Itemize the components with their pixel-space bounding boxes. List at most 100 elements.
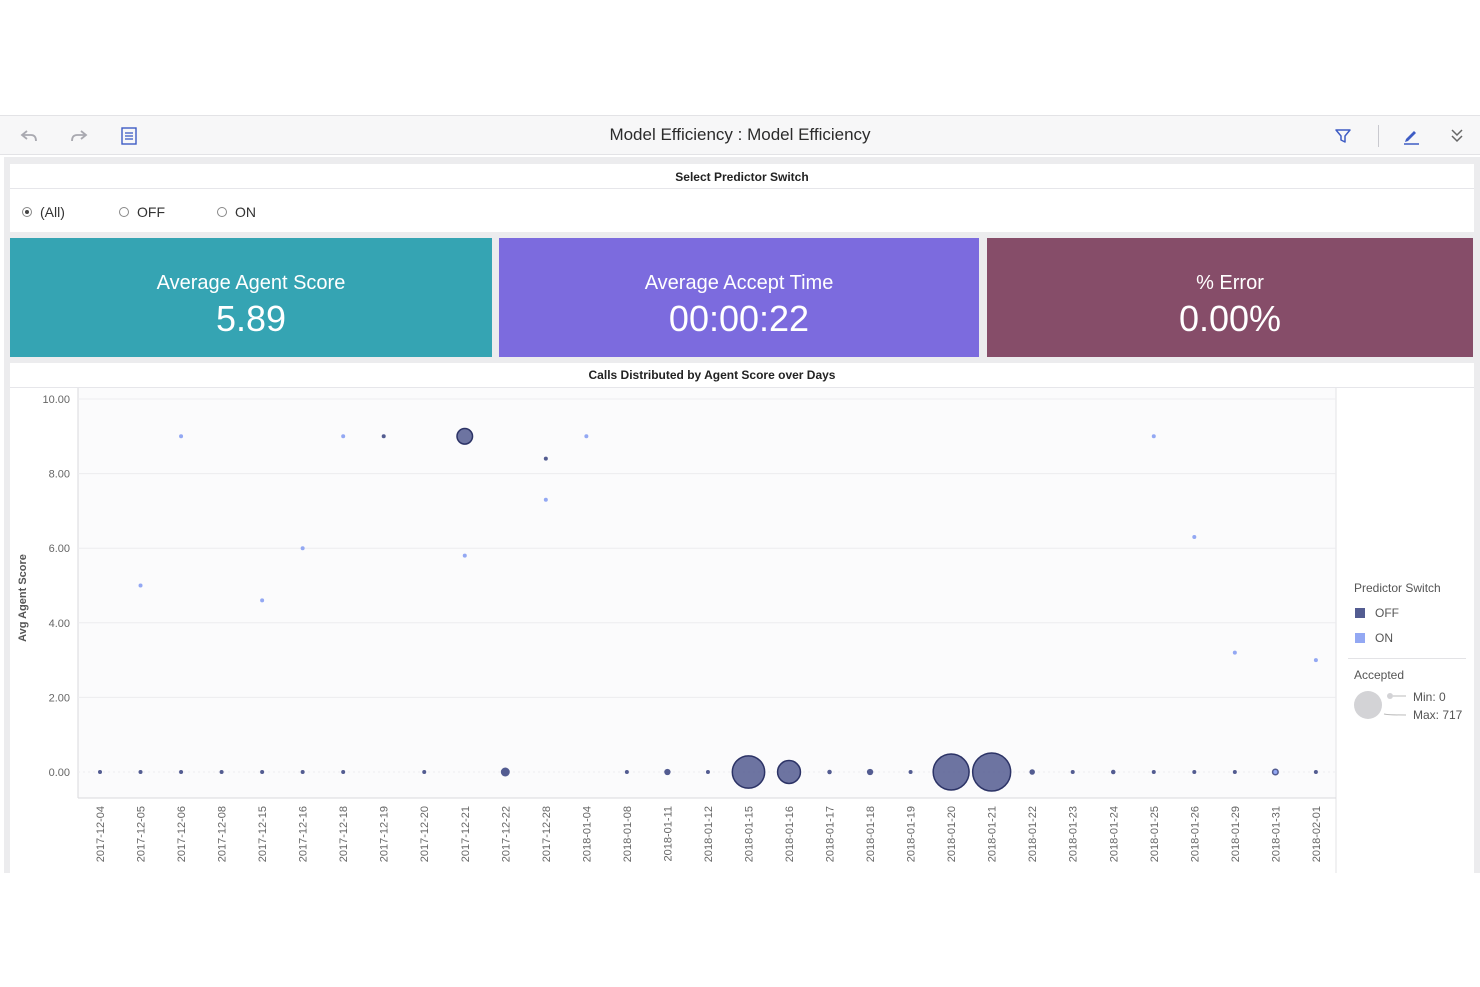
x-tick-label: 2018-01-17: [825, 806, 837, 862]
y-tick-label: 4.00: [49, 618, 70, 630]
data-point-on: [1151, 434, 1156, 439]
legend-swatch: [1355, 608, 1365, 618]
x-tick-label: 2018-01-04: [581, 806, 593, 862]
data-point-off: [705, 770, 710, 774]
x-tick-label: 2018-01-16: [784, 806, 796, 862]
x-tick-label: 2018-01-23: [1068, 806, 1080, 862]
x-tick-label: 2018-01-25: [1149, 806, 1161, 862]
toolbar: Model Efficiency : Model Efficiency: [0, 115, 1480, 155]
x-tick-label: 2017-12-04: [95, 806, 107, 862]
x-tick-label: 2017-12-06: [176, 806, 188, 862]
data-point-off: [624, 770, 629, 774]
y-tick-label: 2.00: [49, 692, 70, 704]
edit-icon[interactable]: [1401, 126, 1421, 146]
data-point-off: [1151, 770, 1156, 774]
data-point-on: [138, 583, 143, 588]
x-tick-label: 2017-12-16: [298, 806, 310, 862]
x-tick-label: 2017-12-22: [500, 806, 512, 862]
radio-selected-icon: [22, 207, 32, 217]
data-point-off: [731, 755, 766, 789]
data-point-on: [260, 598, 265, 603]
data-point-off: [1192, 770, 1197, 774]
data-point-off: [971, 752, 1012, 792]
y-tick-label: 8.00: [49, 469, 70, 481]
x-tick-label: 2018-01-24: [1108, 806, 1120, 862]
x-tick-label: 2017-12-19: [379, 806, 391, 862]
data-point-off: [219, 770, 224, 774]
data-point-off: [138, 770, 143, 774]
x-tick-label: 2017-12-28: [541, 806, 553, 862]
kpi-label: Average Accept Time: [644, 272, 834, 294]
filter-icon[interactable]: [1333, 126, 1353, 146]
legend-color-title: Predictor Switch: [1354, 581, 1441, 595]
contents-icon[interactable]: [119, 126, 139, 146]
data-point-off: [300, 770, 305, 774]
data-point-on: [584, 434, 589, 439]
kpi-value: 00:00:22: [668, 298, 810, 339]
chart-title: Calls Distributed by Agent Score over Da…: [588, 368, 836, 382]
radio-all[interactable]: (All): [22, 204, 65, 220]
data-point-off: [1070, 770, 1075, 774]
x-tick-label: 2017-12-15: [257, 806, 269, 862]
size-legend-icon: [1354, 691, 1407, 719]
x-tick-label: 2018-01-26: [1189, 806, 1201, 862]
redo-icon[interactable]: [69, 126, 89, 146]
size-legend-min: Min: 0: [1413, 690, 1446, 704]
x-tick-label: 2017-12-18: [338, 806, 350, 862]
y-tick-label: 6.00: [49, 543, 70, 555]
data-point-off: [866, 768, 874, 776]
legend-item-off[interactable]: OFF: [1355, 606, 1399, 620]
x-tick-label: 2018-01-22: [1027, 806, 1039, 862]
radio-label: (All): [40, 204, 65, 220]
data-point-off: [543, 456, 548, 461]
legend-item-on[interactable]: ON: [1355, 631, 1393, 645]
data-point-off: [422, 770, 427, 774]
data-point-off: [1029, 769, 1035, 775]
data-point-on: [1273, 770, 1278, 774]
x-tick-label: 2017-12-20: [419, 806, 431, 862]
radio-on[interactable]: ON: [217, 204, 256, 220]
data-point-off: [381, 434, 386, 439]
chart-divider: [10, 387, 1474, 388]
data-point-on: [179, 434, 184, 439]
plot-area: [78, 388, 1336, 798]
predictor-switch-filter: Select Predictor Switch (All) OFF ON: [10, 164, 1474, 232]
data-point-off: [456, 427, 474, 445]
data-point-off: [1232, 770, 1237, 774]
data-point-on: [1313, 658, 1318, 663]
data-point-off: [908, 770, 913, 774]
undo-icon[interactable]: [19, 126, 39, 146]
size-legend-max: Max: 717: [1413, 708, 1463, 722]
legend-size-title: Accepted: [1354, 668, 1405, 682]
radio-unselected-icon: [217, 207, 227, 217]
data-point-off: [827, 769, 832, 775]
data-point-off: [341, 770, 346, 774]
data-point-off: [260, 770, 265, 774]
data-point-on: [462, 553, 467, 558]
kpi-value: 0.00%: [1178, 298, 1282, 339]
x-tick-label: 2018-01-19: [906, 806, 918, 862]
data-point-off: [776, 759, 802, 785]
kpi-label: Average Agent Score: [156, 272, 346, 294]
kpi-error-rate[interactable]: % Error 0.00%: [987, 238, 1473, 357]
scatter-chart: 0.00 2.00 4.00 6.00 8.00 10.00 Avg Agent Score…: [17, 388, 1337, 873]
legend-label: ON: [1375, 631, 1393, 645]
radio-off[interactable]: OFF: [119, 204, 165, 220]
x-tick-label: 2018-02-01: [1311, 806, 1323, 862]
legend-swatch: [1355, 633, 1365, 643]
data-point-on: [300, 546, 305, 551]
x-tick-label: 2018-01-29: [1230, 806, 1242, 862]
kpi-average-accept-time[interactable]: Average Accept Time 00:00:22: [499, 238, 979, 357]
collapse-icon[interactable]: [1447, 126, 1467, 146]
data-point-off: [932, 753, 970, 791]
data-point-off: [1313, 770, 1318, 774]
data-point-on: [1192, 535, 1197, 540]
x-tick-label: 2018-01-18: [865, 806, 877, 862]
kpi-label: % Error: [1196, 272, 1264, 294]
x-tick-label: 2018-01-08: [622, 806, 634, 862]
radio-unselected-icon: [119, 207, 129, 217]
kpi-average-agent-score[interactable]: Average Agent Score 5.89: [10, 238, 492, 357]
x-tick-label: 2017-12-05: [136, 806, 148, 862]
data-point-off: [1111, 769, 1116, 775]
radio-label: ON: [235, 204, 256, 220]
